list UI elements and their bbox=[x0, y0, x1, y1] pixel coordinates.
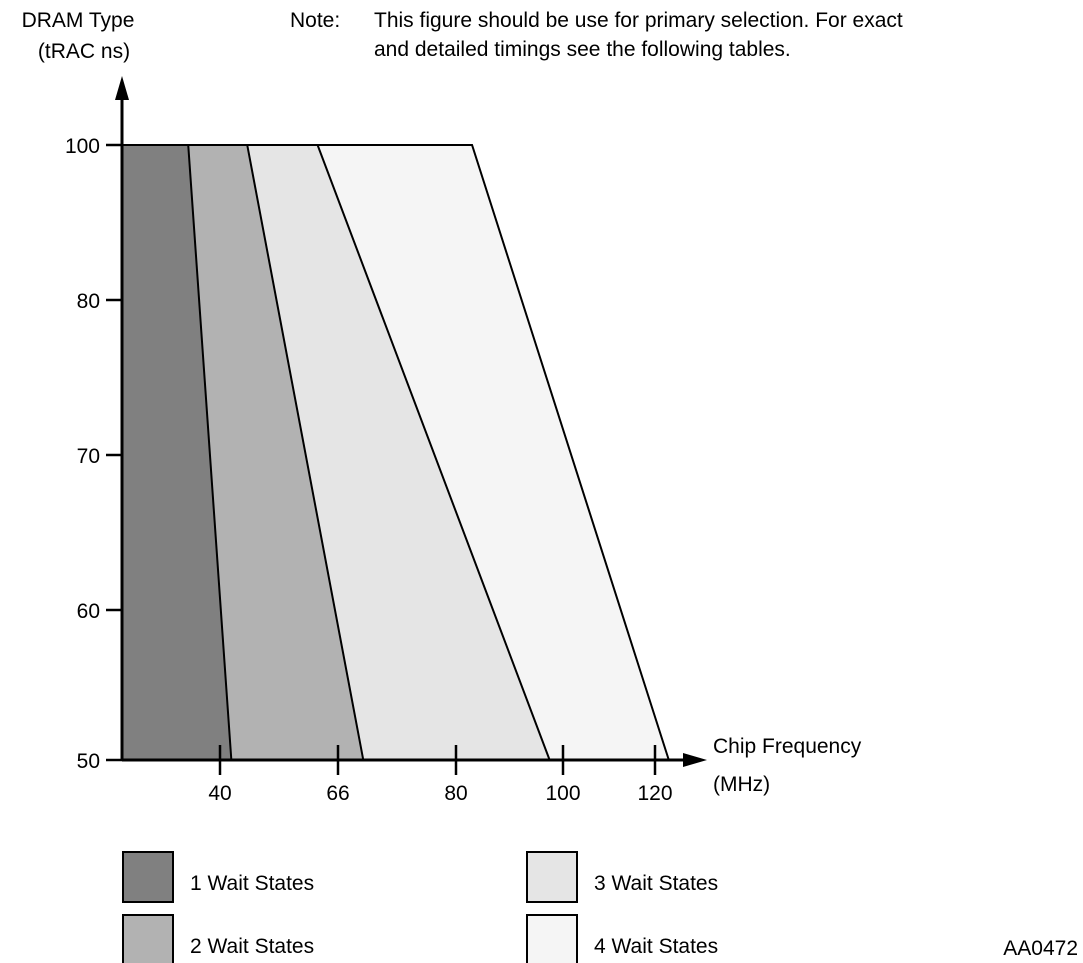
x-axis-label-line-2: (MHz) bbox=[713, 773, 770, 796]
x-axis-arrow bbox=[683, 753, 707, 767]
x-tick-label-120: 120 bbox=[637, 782, 672, 805]
chart-legend: 1 Wait States 2 Wait States 3 Wait States 4… bbox=[122, 851, 718, 963]
legend-label-2: 2 Wait States bbox=[190, 935, 314, 958]
legend-label-3: 3 Wait States bbox=[594, 872, 718, 895]
y-axis-arrow bbox=[115, 76, 129, 100]
legend-swatch-4 bbox=[526, 914, 578, 963]
chart-ticks: 100 80 70 60 50 40 66 80 100 120 bbox=[65, 135, 673, 805]
x-axis-label-line-1: Chip Frequency bbox=[713, 735, 862, 758]
note-line-2: and detailed timings see the following t… bbox=[374, 38, 791, 61]
legend-label-4: 4 Wait States bbox=[594, 935, 718, 958]
legend-swatch-3 bbox=[526, 851, 578, 903]
x-tick-label-100: 100 bbox=[545, 782, 580, 805]
x-tick-label-66: 66 bbox=[326, 782, 349, 805]
figure-id: AA0472 bbox=[1003, 937, 1078, 960]
x-tick-label-40: 40 bbox=[208, 782, 231, 805]
note-line-1: This figure should be use for primary se… bbox=[374, 9, 903, 32]
y-axis-label-line-1: DRAM Type bbox=[22, 9, 135, 32]
chart-axes bbox=[115, 76, 707, 767]
wait-state-areas bbox=[121, 144, 671, 761]
y-tick-label-100: 100 bbox=[65, 135, 100, 158]
y-tick-label-50: 50 bbox=[77, 750, 100, 773]
note-label: Note: bbox=[290, 9, 341, 32]
x-tick-label-80: 80 bbox=[444, 782, 467, 805]
legend-swatch-2 bbox=[122, 914, 174, 963]
y-tick-label-60: 60 bbox=[77, 600, 100, 623]
legend-swatch-1 bbox=[122, 851, 174, 903]
figure-note: Note: This figure should be use for prim… bbox=[290, 6, 903, 61]
y-axis-label-line-2: (tRAC ns) bbox=[38, 40, 130, 63]
legend-label-1: 1 Wait States bbox=[190, 872, 314, 895]
y-tick-label-80: 80 bbox=[77, 290, 100, 313]
y-tick-label-70: 70 bbox=[77, 445, 100, 468]
